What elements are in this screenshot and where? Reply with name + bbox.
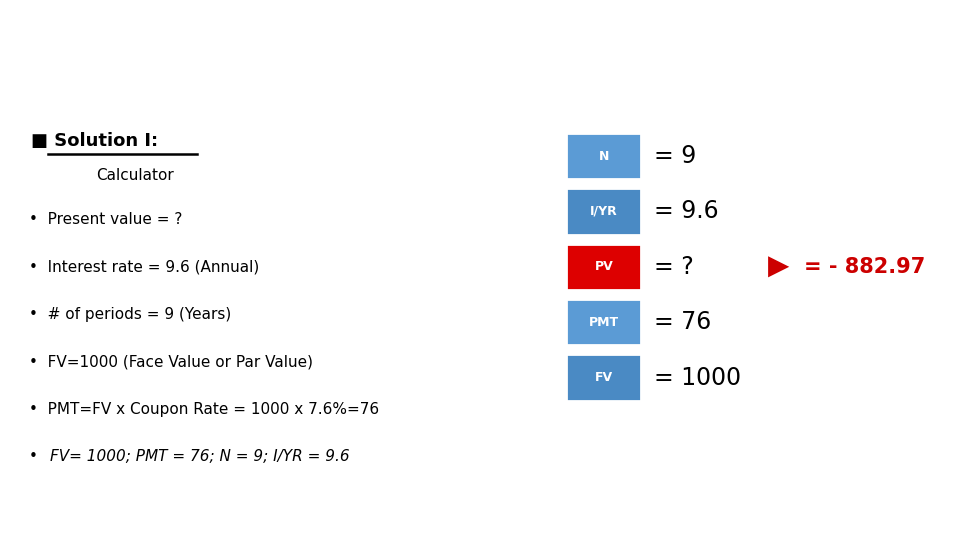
Text: •  PMT=FV x Coupon Rate = 1000 x 7.6%=76: • PMT=FV x Coupon Rate = 1000 x 7.6%=76: [29, 402, 379, 417]
Text: PV: PV: [594, 260, 613, 273]
Text: •: •: [29, 449, 37, 464]
Text: = 1000: = 1000: [654, 366, 741, 389]
Text: •  Interest rate = 9.6 (Annual): • Interest rate = 9.6 (Annual): [29, 260, 259, 274]
Text: Interest Rate and Bond Valuation: Interest Rate and Bond Valuation: [13, 514, 248, 527]
FancyBboxPatch shape: [566, 354, 641, 401]
Text: 11: 11: [924, 511, 948, 530]
Text: ■ Solution I:: ■ Solution I:: [31, 132, 157, 150]
Text: = - 882.97: = - 882.97: [804, 257, 925, 277]
Text: = 9: = 9: [654, 144, 696, 168]
Text: = 9.6: = 9.6: [654, 199, 718, 224]
Text: = ?: = ?: [654, 255, 693, 279]
FancyBboxPatch shape: [566, 299, 641, 345]
FancyBboxPatch shape: [566, 188, 641, 234]
FancyBboxPatch shape: [566, 133, 641, 179]
Text: = 76: = 76: [654, 310, 711, 334]
Text: •  # of periods = 9 (Years): • # of periods = 9 (Years): [29, 307, 231, 322]
Text: Calculator: Calculator: [96, 168, 174, 183]
Text: I/YR: I/YR: [590, 205, 617, 218]
Text: N: N: [599, 150, 609, 163]
Text: Example 1-Bond Prices: Example 1-Bond Prices: [31, 36, 532, 74]
Text: •  FV=1000 (Face Value or Par Value): • FV=1000 (Face Value or Par Value): [29, 354, 313, 369]
Text: FV= 1000; PMT = 76; N = 9; I/YR = 9.6: FV= 1000; PMT = 76; N = 9; I/YR = 9.6: [50, 449, 349, 464]
Text: PMT: PMT: [588, 316, 619, 329]
Text: •  Present value = ?: • Present value = ?: [29, 212, 182, 227]
Text: FV: FV: [595, 371, 612, 384]
FancyBboxPatch shape: [566, 244, 641, 290]
